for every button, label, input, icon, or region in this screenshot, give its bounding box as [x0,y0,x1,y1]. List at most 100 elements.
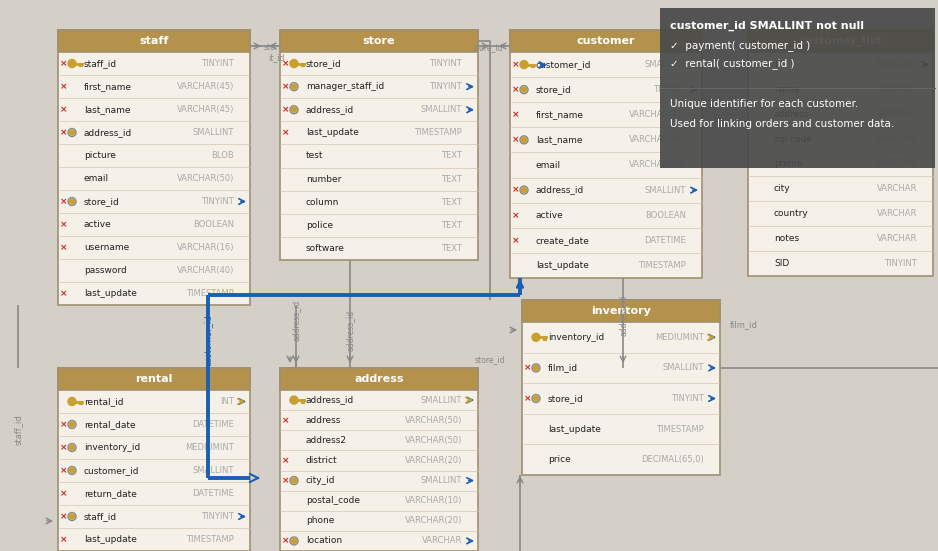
Text: ×: × [512,60,520,69]
Text: SID: SID [774,259,789,268]
Text: police: police [306,221,333,230]
Text: staff_id: staff_id [84,59,117,68]
Text: phone: phone [306,516,334,525]
Circle shape [69,468,74,473]
Text: password: password [84,266,127,275]
Text: district: district [306,456,338,465]
Text: VARCHAR(45): VARCHAR(45) [176,105,234,114]
Text: VARCHAR: VARCHAR [877,110,917,118]
Text: BOOLEAN: BOOLEAN [193,220,234,229]
Text: ✓  payment( customer_id ): ✓ payment( customer_id ) [670,41,810,51]
Text: address_id: address_id [536,186,584,195]
Text: inventory_id: inventory_id [548,333,604,342]
Text: ×: × [60,243,68,252]
Text: it_id: it_id [268,53,284,62]
FancyBboxPatch shape [58,30,250,305]
Text: address_id: address_id [306,396,355,404]
Text: address_id: address_id [345,309,355,350]
Text: address: address [306,415,341,425]
Text: city: city [774,185,791,193]
Text: VARCHAR: VARCHAR [421,537,462,545]
Text: VARCHAR(45): VARCHAR(45) [628,136,686,144]
Text: ✓  rental( customer_id ): ✓ rental( customer_id ) [670,58,794,69]
FancyBboxPatch shape [522,300,720,322]
Text: TEXT: TEXT [441,198,462,207]
Text: store_id: store_id [548,394,583,403]
Text: VARCHAR(40): VARCHAR(40) [176,266,234,275]
Text: VARCHAR: VARCHAR [877,234,917,243]
Text: manager_staff_id: manager_staff_id [306,82,385,91]
Circle shape [520,61,528,68]
Text: ×: × [60,535,68,544]
Text: Used for linking orders and customer data.: Used for linking orders and customer dat… [670,119,894,129]
Text: city_id: city_id [306,476,336,485]
Text: phone: phone [774,159,802,169]
Text: VARCHAR(50): VARCHAR(50) [628,160,686,170]
Circle shape [68,397,76,406]
Text: number: number [306,175,341,183]
Text: customer_id: customer_id [84,466,140,475]
Circle shape [522,137,526,142]
Circle shape [292,478,296,483]
Text: INT: INT [220,397,234,406]
Text: SMALLINT: SMALLINT [420,476,462,485]
Text: TEXT: TEXT [441,221,462,230]
Text: ×: × [282,476,290,485]
Circle shape [69,514,74,519]
Text: ×: × [282,537,290,545]
Circle shape [522,187,526,193]
Text: ×: × [282,82,290,91]
Text: location: location [306,537,342,545]
Text: DECIMAL(65,0): DECIMAL(65,0) [642,455,704,464]
Text: VARCHAR(45): VARCHAR(45) [628,110,686,119]
Text: VARCHAR: VARCHAR [877,85,917,94]
Text: notes: notes [774,234,799,243]
Text: store: store [363,36,395,46]
Text: VARCHAR(45): VARCHAR(45) [176,82,234,91]
Text: ×: × [60,220,68,229]
Text: TIMESTAMP: TIMESTAMP [657,425,704,434]
Text: ×: × [512,136,520,144]
FancyBboxPatch shape [748,30,933,52]
Text: TEXT: TEXT [441,175,462,183]
Circle shape [69,199,74,204]
Text: SMALLINT: SMALLINT [876,60,917,69]
Text: TIMESTAMP: TIMESTAMP [187,535,234,544]
Text: ×: × [524,394,532,403]
Text: postal_code: postal_code [306,496,360,505]
Circle shape [290,60,298,68]
Text: customer_id SMALLINT not null: customer_id SMALLINT not null [670,21,864,31]
Text: SMALLINT: SMALLINT [192,128,234,137]
Circle shape [292,107,296,112]
Text: ×: × [512,85,520,94]
Text: TINYINT: TINYINT [885,259,917,268]
Text: price: price [548,455,570,464]
FancyBboxPatch shape [58,30,250,52]
Text: TINYINT: TINYINT [202,59,234,68]
Text: address_id: address_id [618,294,628,336]
Text: ×: × [60,59,68,68]
Text: customer: customer [577,36,635,46]
Text: username: username [84,243,129,252]
Text: ×: × [60,105,68,114]
Text: TIMESTAMP: TIMESTAMP [187,289,234,298]
Text: stor: stor [264,44,279,52]
Text: create_date: create_date [536,236,590,245]
Text: store_id: store_id [84,197,120,206]
Text: picture: picture [84,151,116,160]
FancyBboxPatch shape [58,368,250,551]
Text: ×: × [60,128,68,137]
Text: active: active [536,210,564,220]
Text: test: test [306,152,324,160]
Text: VARCHAR(16): VARCHAR(16) [176,243,234,252]
Text: VARCHAR(20): VARCHAR(20) [404,456,462,465]
Text: last_name: last_name [84,105,130,114]
FancyBboxPatch shape [522,300,720,475]
Circle shape [69,422,74,427]
Text: MEDIUMINT: MEDIUMINT [185,443,234,452]
Circle shape [69,130,74,135]
Text: ×: × [60,466,68,475]
Text: film_id: film_id [548,364,578,372]
Text: TINYINT: TINYINT [653,85,686,94]
Text: VARCHAR(10): VARCHAR(10) [404,496,462,505]
